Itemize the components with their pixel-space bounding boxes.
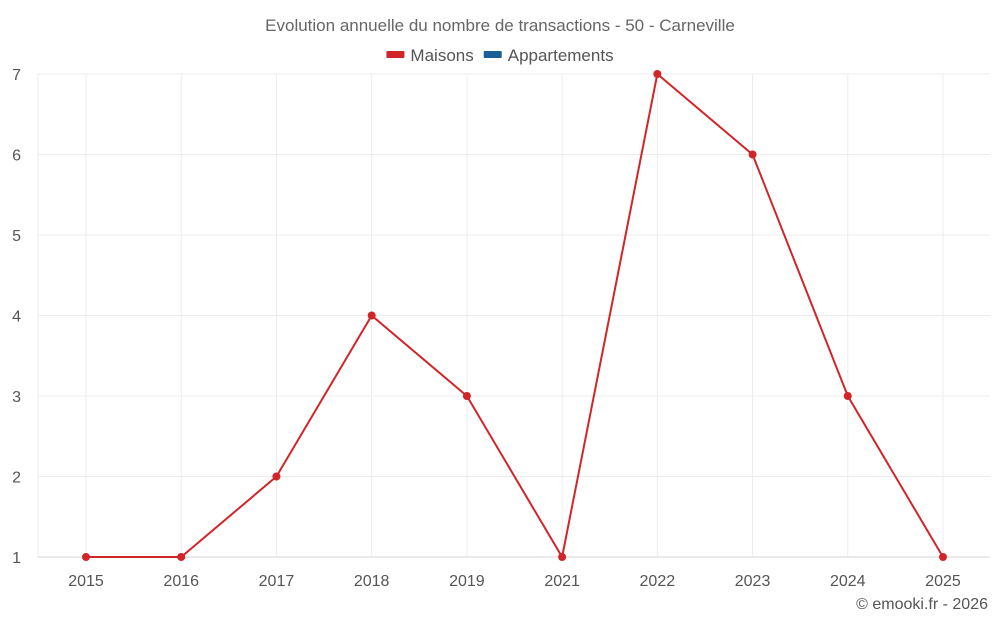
y-tick-label: 1 [12, 550, 21, 567]
data-point[interactable] [272, 472, 281, 481]
x-tick-label: 2025 [925, 573, 961, 590]
x-tick-label: 2019 [449, 573, 485, 590]
y-tick-label: 2 [12, 470, 21, 487]
data-point[interactable] [462, 392, 471, 400]
data-point[interactable] [939, 553, 947, 561]
legend: Maisons Appartements [386, 46, 614, 65]
data-point[interactable] [748, 150, 757, 159]
series-line [85, 73, 944, 558]
chart-title: Evolution annuelle du nombre de transact… [265, 16, 735, 35]
data-point[interactable] [558, 553, 567, 561]
y-tick-label: 5 [12, 228, 21, 245]
data-point[interactable] [367, 311, 376, 320]
legend-swatch [386, 51, 405, 58]
data-point[interactable] [653, 70, 662, 78]
x-tick-label: 2016 [163, 573, 199, 590]
x-tick-label: 2015 [68, 573, 104, 590]
x-tick-label: 2021 [544, 573, 580, 590]
y-tick-label: 3 [12, 389, 21, 406]
legend-item-appartements[interactable]: Appartements [483, 46, 614, 65]
legend-item-maisons[interactable]: Maisons [386, 46, 474, 65]
series-maisons [82, 70, 947, 561]
x-tick-label: 2017 [259, 573, 295, 590]
x-tick-label: 2023 [735, 573, 771, 590]
x-tick-label: 2022 [640, 573, 676, 590]
axes: 1 2 3 4 5 6 7 2015 2016 2017 2018 2019 2021 2022 2023 2… [12, 67, 990, 590]
legend-swatch [483, 51, 502, 58]
data-point[interactable] [177, 553, 186, 561]
y-tick-label: 4 [12, 309, 21, 326]
y-tick-label: 6 [12, 148, 21, 165]
data-point[interactable] [843, 392, 852, 400]
credit-text: © emooki.fr - 2026 [856, 596, 988, 613]
legend-label: Appartements [508, 46, 614, 65]
x-tick-label: 2018 [354, 573, 390, 590]
grid [37, 73, 990, 557]
y-tick-label: 7 [12, 67, 21, 84]
series-layer [82, 70, 947, 561]
x-tick-label: 2024 [830, 573, 866, 590]
data-point[interactable] [82, 553, 90, 561]
legend-label: Maisons [410, 46, 473, 65]
